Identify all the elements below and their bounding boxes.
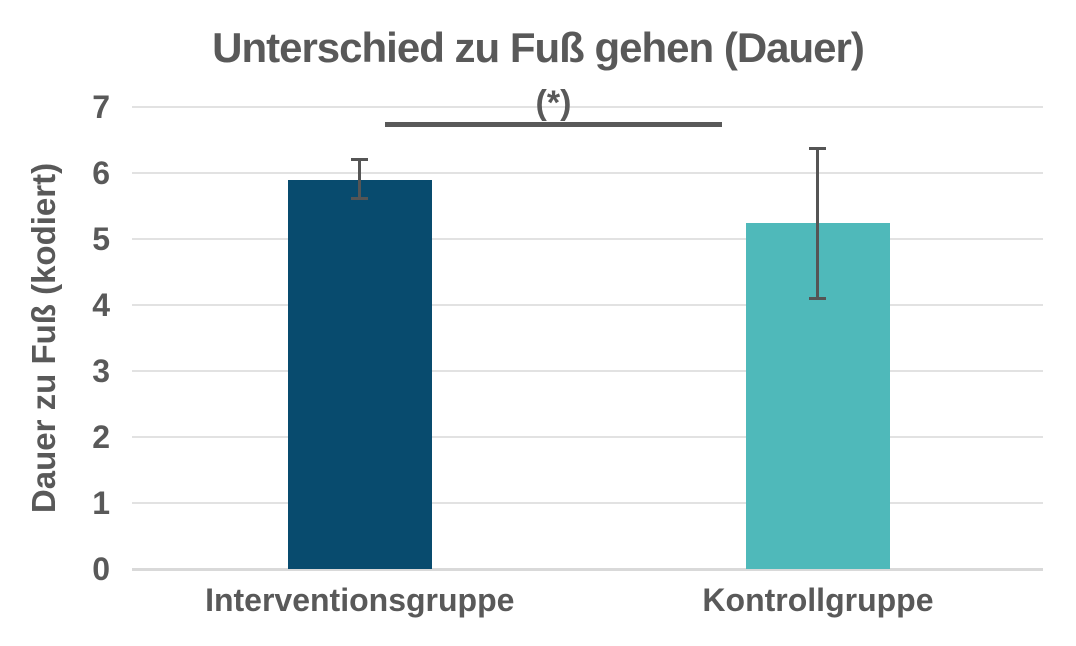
y-tick-label: 3 — [92, 353, 110, 389]
plot-area — [132, 106, 1043, 571]
gridline — [132, 106, 1043, 108]
error-bar-cap — [351, 158, 369, 162]
gridline — [132, 502, 1043, 504]
x-category-label: Kontrollgruppe — [702, 582, 934, 618]
x-axis-line — [132, 568, 1043, 571]
chart-title: Unterschied zu Fuß gehen (Dauer) — [212, 24, 865, 71]
gridline — [132, 238, 1043, 240]
error-bar-line — [816, 148, 820, 299]
significance-label: (*) — [535, 84, 572, 122]
y-tick-label: 6 — [92, 155, 110, 191]
y-tick-label: 0 — [92, 551, 110, 587]
significance-bracket: (*) — [385, 84, 722, 127]
y-axis-title: Dauer zu Fuß (kodiert) — [25, 162, 62, 514]
error-bar-line — [358, 159, 362, 199]
significance-line — [385, 122, 722, 127]
gridline — [132, 172, 1043, 174]
y-tick-label: 7 — [92, 89, 110, 125]
error-bar-cap — [809, 147, 827, 151]
error-bar-cap — [809, 296, 827, 300]
gridline — [132, 436, 1043, 438]
y-tick-label: 1 — [92, 485, 110, 521]
y-tick-label: 4 — [92, 287, 110, 323]
gridline — [132, 304, 1043, 306]
y-tick-label: 5 — [92, 221, 110, 257]
x-category-label: Interventionsgruppe — [205, 582, 515, 618]
y-tick-label: 2 — [92, 419, 110, 455]
gridline — [132, 370, 1043, 372]
error-bar-cap — [351, 196, 369, 200]
bar-interventionsgruppe — [287, 179, 432, 569]
